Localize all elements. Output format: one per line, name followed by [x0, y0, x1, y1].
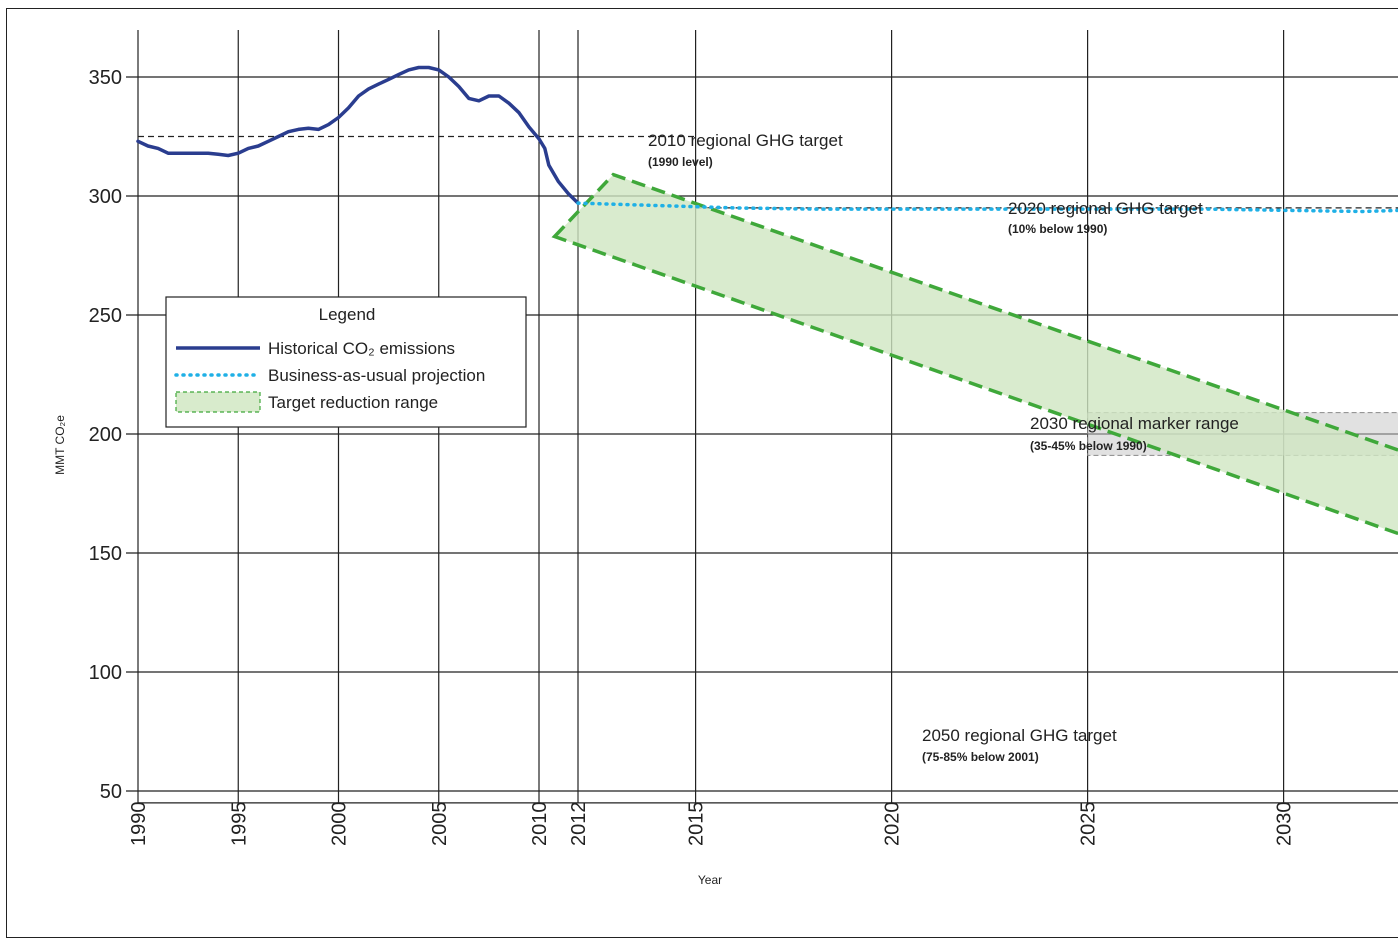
- target-band: [551, 172, 1398, 536]
- x-axis-label: Year: [698, 873, 722, 887]
- historical-emissions-line: [136, 65, 580, 205]
- x-tick-label: 2012: [568, 802, 590, 847]
- axes: [138, 802, 1398, 804]
- annotation-label: 2010 regional GHG target: [648, 131, 843, 150]
- legend-item-label: Historical CO₂ emissions: [268, 339, 455, 358]
- x-tick-label: 2010: [529, 802, 551, 847]
- y-tick-label: 100: [89, 662, 122, 684]
- x-tick-label: 2005: [429, 802, 451, 847]
- x-tick-label: 2030: [1274, 802, 1296, 847]
- y-axis-label: MMT CO₂e: [53, 415, 67, 475]
- x-tick-label: 2025: [1078, 802, 1100, 847]
- y-tick-label: 350: [89, 67, 122, 89]
- y-tick-label: 200: [89, 424, 122, 446]
- x-tick-label: 2000: [329, 802, 351, 847]
- x-tick-label: 2015: [686, 802, 708, 847]
- annotations: 2010 regional GHG target (1990 level) 2020…: [648, 131, 1239, 764]
- annotation-sublabel: (75-85% below 2001): [922, 750, 1039, 764]
- legend-swatch-box: [175, 391, 261, 413]
- legend: Legend Historical CO₂ emissions Business-a…: [165, 296, 527, 428]
- y-tick-label: 50: [100, 781, 122, 803]
- tick-labels: 50 100 150 200 250 300 350 1990 1995 2000 2005 2010…: [89, 67, 1296, 847]
- annotation-sublabel: (10% below 1990): [1008, 222, 1107, 236]
- legend-item-label: Business-as-usual projection: [268, 366, 485, 385]
- legend-title: Legend: [319, 305, 376, 324]
- annotation-label: 2030 regional marker range: [1030, 414, 1239, 433]
- y-tick-label: 150: [89, 543, 122, 565]
- legend-item-label: Target reduction range: [268, 393, 438, 412]
- annotation-label: 2050 regional GHG target: [922, 726, 1117, 745]
- x-tick-label: 1990: [128, 802, 150, 847]
- annotation-sublabel: (1990 level): [648, 155, 713, 169]
- series: [136, 65, 1398, 214]
- bau-projection-line: [576, 201, 1398, 214]
- y-tick-label: 250: [89, 305, 122, 327]
- x-tick-label: 2020: [882, 802, 904, 847]
- annotation-sublabel: (35-45% below 1990): [1030, 439, 1147, 453]
- y-tick-label: 300: [89, 186, 122, 208]
- x-tick-label: 1995: [228, 802, 250, 847]
- annotation-label: 2020 regional GHG target: [1008, 199, 1203, 218]
- target-reduction-band: [551, 172, 1398, 536]
